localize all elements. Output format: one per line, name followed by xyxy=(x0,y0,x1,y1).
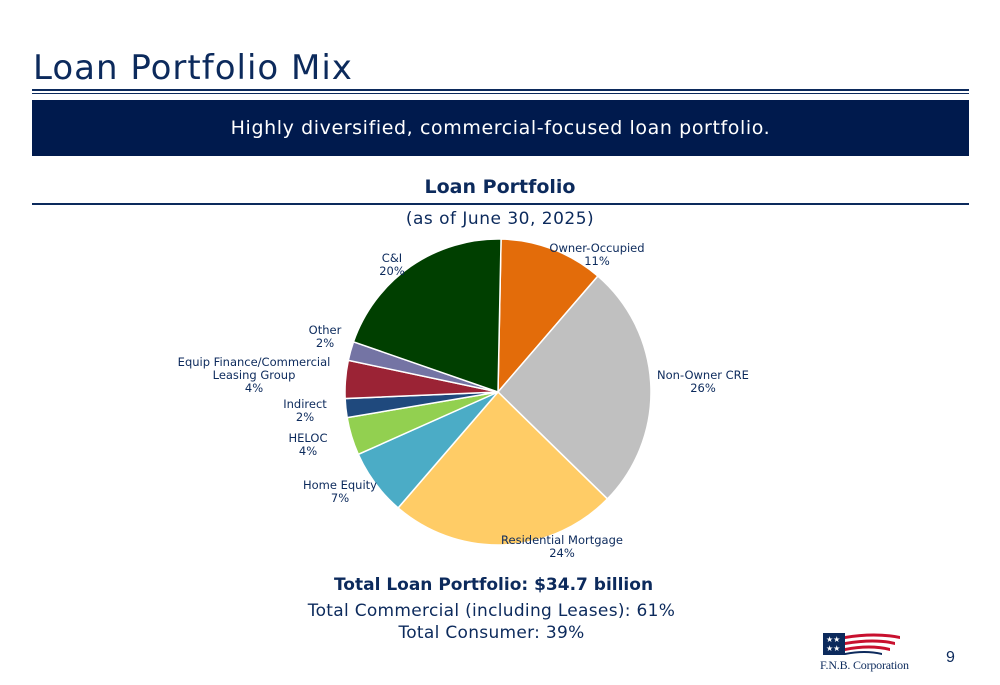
pie-label-home-equity: Home Equity 7% xyxy=(303,478,377,505)
slide-title: Loan Portfolio Mix xyxy=(33,48,353,88)
svg-text:★★: ★★ xyxy=(826,644,840,653)
pie-label-name: Equip Finance/Commercial xyxy=(178,355,331,369)
pie-slice-residential-mortgage xyxy=(397,390,609,546)
title-rule xyxy=(32,89,969,91)
pie-label-name: Leasing Group xyxy=(213,368,296,382)
chart-title-rule xyxy=(32,203,969,205)
pie-label-other: Other 2% xyxy=(309,323,342,350)
pie-label-residential-mortgage: Residential Mortgage 24% xyxy=(501,533,623,560)
page-number: 9 xyxy=(946,649,955,666)
chart-title: Loan Portfolio xyxy=(424,176,576,198)
pie-label-c-i: C&I 20% xyxy=(379,251,405,278)
pie-slice-owner-occupied xyxy=(497,238,599,395)
pie-label-name: C&I xyxy=(382,251,402,265)
title-rule-thin xyxy=(32,93,969,94)
svg-text:★★: ★★ xyxy=(826,635,840,644)
pie-label-non-owner-cre: Non-Owner CRE 26% xyxy=(657,368,749,395)
pie-label-value: 24% xyxy=(549,546,575,560)
pie-label-value: 26% xyxy=(690,381,716,395)
pie-label-owner-occupied: Owner-Occupied 11% xyxy=(549,241,644,268)
pie-label-name: Residential Mortgage xyxy=(501,533,623,547)
chart-subtitle: (as of June 30, 2025) xyxy=(405,209,595,229)
fnb-logo-icon: ★★ ★★ xyxy=(823,633,900,655)
pie-label-value: 4% xyxy=(299,444,317,458)
pie-slice-non-owner-cre xyxy=(496,275,652,501)
pie-label-value: 2% xyxy=(316,336,334,350)
pie-label-name: Non-Owner CRE xyxy=(657,368,749,382)
pie-label-heloc: HELOC 4% xyxy=(289,431,328,458)
pie-label-value: 11% xyxy=(584,254,610,268)
pie-label-value: 4% xyxy=(245,381,263,395)
pie-label-value: 20% xyxy=(379,264,405,278)
pie-label-name: Indirect xyxy=(283,397,327,411)
pie-label-value: 2% xyxy=(296,410,314,424)
total-consumer: Total Consumer: 39% xyxy=(398,623,585,643)
total-loan-portfolio: Total Loan Portfolio: $34.7 billion xyxy=(333,575,654,595)
pie-label-value: 7% xyxy=(331,491,349,505)
pie-label-name: Other xyxy=(309,323,342,337)
logo-text: F.N.B. Corporation xyxy=(820,658,909,672)
total-commercial: Total Commercial (including Leases): 61% xyxy=(307,601,676,621)
pie-label-name: Owner-Occupied xyxy=(549,241,644,255)
headline-banner: Highly diversified, commercial-focused l… xyxy=(32,100,969,156)
pie-label-indirect: Indirect 2% xyxy=(283,397,327,424)
banner-text: Highly diversified, commercial-focused l… xyxy=(230,117,771,139)
pie-label-name: HELOC xyxy=(289,431,328,445)
pie-label-equip-finance-commercial-leasing-group: Equip Finance/Commercial Leasing Group 4% xyxy=(178,355,331,395)
pie-label-name: Home Equity xyxy=(303,478,377,492)
pie-slice-c-i xyxy=(352,238,502,394)
